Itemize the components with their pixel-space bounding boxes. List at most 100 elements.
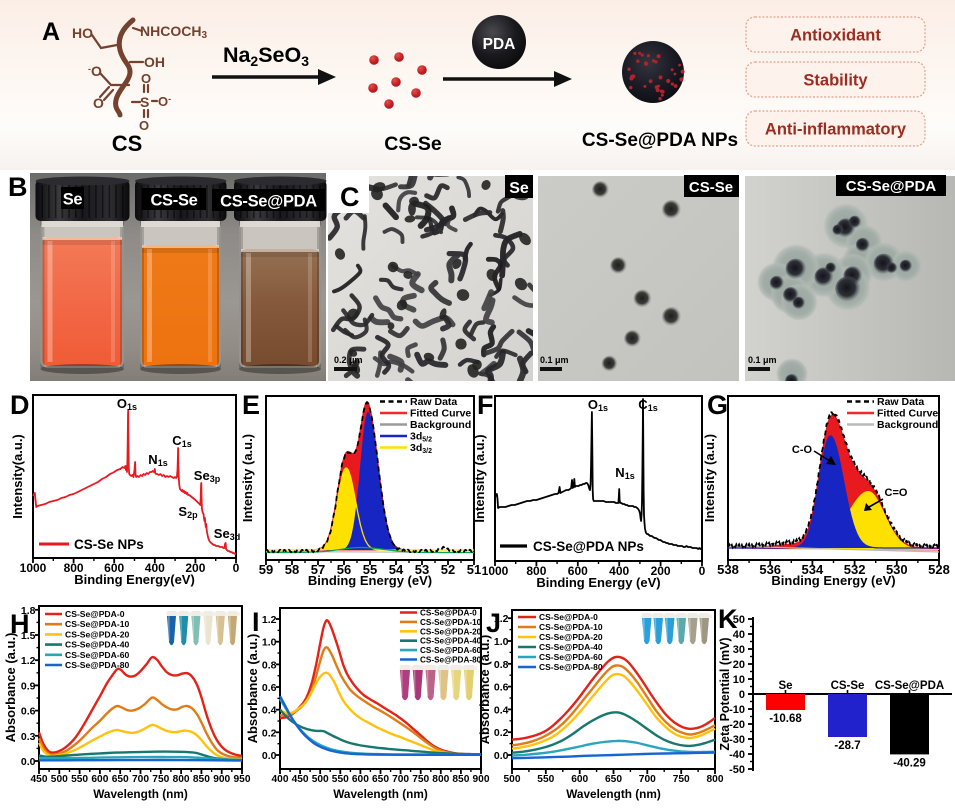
svg-text:CS-Se NPs: CS-Se NPs — [74, 537, 144, 552]
svg-text:0.9: 0.9 — [21, 680, 36, 692]
svg-text:1.2: 1.2 — [494, 613, 509, 625]
svg-text:0.2 μm: 0.2 μm — [334, 355, 363, 365]
svg-text:Background: Background — [410, 419, 471, 431]
svg-text:Raw Data: Raw Data — [877, 396, 924, 408]
svg-text:0.1 μm: 0.1 μm — [540, 355, 569, 365]
svg-text:PDA: PDA — [483, 36, 516, 53]
svg-text:CS-Se@PDA-20: CS-Se@PDA-20 — [65, 629, 129, 639]
svg-text:Fitted Curve: Fitted Curve — [877, 408, 938, 420]
svg-text:700: 700 — [639, 774, 656, 785]
svg-text:10: 10 — [733, 674, 745, 686]
svg-text:600: 600 — [568, 564, 588, 578]
svg-text:CS-Se@PDA-80: CS-Se@PDA-80 — [420, 656, 482, 665]
svg-text:1.0: 1.0 — [494, 636, 509, 648]
svg-text:500: 500 — [51, 774, 68, 785]
svg-text:Fitted Curve: Fitted Curve — [410, 408, 471, 420]
svg-text:400: 400 — [145, 561, 165, 575]
svg-text:534: 534 — [802, 562, 824, 577]
svg-text:51: 51 — [467, 562, 481, 577]
svg-text:CS-Se@PDA-20: CS-Se@PDA-20 — [420, 627, 482, 636]
svg-text:550: 550 — [537, 774, 554, 785]
svg-text:CS-Se@PDA-0: CS-Se@PDA-0 — [65, 609, 125, 619]
svg-text:-10.68: -10.68 — [769, 713, 802, 725]
svg-text:Wavelength (nm): Wavelength (nm) — [333, 787, 428, 801]
svg-text:0.4: 0.4 — [494, 704, 509, 716]
svg-text:Se: Se — [509, 180, 529, 197]
svg-text:J: J — [486, 608, 501, 638]
svg-text:650: 650 — [372, 774, 389, 785]
svg-text:650: 650 — [112, 774, 129, 785]
svg-text:40: 40 — [733, 629, 745, 641]
svg-text:CS-Se@PDA-0: CS-Se@PDA-0 — [420, 609, 477, 618]
svg-text:CS-Se@PDA-40: CS-Se@PDA-40 — [539, 642, 603, 652]
svg-text:200: 200 — [651, 564, 671, 578]
svg-text:CS-Se@PDA-60: CS-Se@PDA-60 — [420, 646, 482, 655]
svg-text:-O: -O — [88, 63, 102, 79]
svg-text:0.0: 0.0 — [494, 750, 509, 762]
svg-text:Binding Energy (eV): Binding Energy (eV) — [308, 573, 432, 588]
svg-text:CS-Se@PDA: CS-Se@PDA — [220, 193, 317, 211]
svg-text:0: 0 — [699, 564, 706, 578]
svg-text:-10: -10 — [729, 704, 745, 716]
svg-text:0.8: 0.8 — [262, 659, 277, 671]
svg-text:Absorbance (a.u.): Absorbance (a.u.) — [245, 634, 260, 744]
svg-text:CS-Se@PDA-10: CS-Se@PDA-10 — [420, 618, 482, 627]
svg-text:Zeta Potential (mV): Zeta Potential (mV) — [718, 637, 732, 750]
svg-text:-30: -30 — [729, 734, 745, 746]
svg-text:CS-Se@PDA-10: CS-Se@PDA-10 — [65, 619, 129, 629]
svg-text:CS-Se: CS-Se — [384, 133, 442, 155]
svg-text:450: 450 — [31, 774, 48, 785]
svg-text:1.2: 1.2 — [262, 614, 277, 626]
svg-text:1000: 1000 — [20, 561, 47, 575]
svg-text:0.2: 0.2 — [262, 727, 277, 739]
svg-text:C-O: C-O — [792, 444, 813, 456]
svg-text:-40.29: -40.29 — [893, 757, 926, 769]
svg-text:800: 800 — [526, 564, 546, 578]
svg-text:400: 400 — [272, 774, 289, 785]
svg-text:Absorbance (a.u.): Absorbance (a.u.) — [3, 633, 18, 743]
svg-text:CS-Se@PDA-60: CS-Se@PDA-60 — [539, 652, 603, 662]
svg-text:0.6: 0.6 — [262, 682, 277, 694]
svg-text:0.4: 0.4 — [262, 705, 277, 717]
svg-text:1000: 1000 — [482, 564, 509, 578]
svg-text:52: 52 — [441, 562, 455, 577]
svg-text:0.3: 0.3 — [21, 731, 36, 743]
svg-text:55: 55 — [363, 562, 377, 577]
svg-text:600: 600 — [91, 774, 108, 785]
svg-text:CS-Se@PDA: CS-Se@PDA — [846, 178, 937, 195]
svg-text:538: 538 — [717, 562, 739, 577]
svg-text:OH: OH — [144, 54, 165, 70]
svg-text:600: 600 — [104, 561, 124, 575]
svg-text:S: S — [140, 94, 149, 110]
svg-text:900: 900 — [473, 774, 490, 785]
svg-text:I: I — [252, 607, 260, 637]
svg-text:450: 450 — [292, 774, 309, 785]
svg-text:Background: Background — [877, 419, 938, 431]
svg-text:850: 850 — [452, 774, 469, 785]
svg-text:53: 53 — [415, 562, 429, 577]
svg-text:Wavelength (nm): Wavelength (nm) — [93, 787, 188, 801]
svg-text:0.6: 0.6 — [494, 682, 509, 694]
svg-text:A: A — [42, 18, 60, 46]
svg-text:Binding Energy (eV): Binding Energy (eV) — [536, 575, 660, 590]
svg-text:Intensity (a.u.): Intensity (a.u.) — [472, 434, 487, 522]
svg-text:NHCOCH3: NHCOCH3 — [140, 23, 207, 41]
svg-text:Intensity (a.u.): Intensity (a.u.) — [240, 434, 255, 522]
svg-text:C=O: C=O — [885, 487, 908, 499]
svg-text:Na2SeO3: Na2SeO3 — [223, 43, 309, 69]
svg-text:E: E — [242, 390, 260, 420]
svg-text:0.0: 0.0 — [262, 750, 277, 762]
svg-text:-50: -50 — [729, 764, 745, 776]
svg-text:1.5: 1.5 — [21, 630, 36, 642]
svg-text:0.8: 0.8 — [494, 659, 509, 671]
svg-text:CS-Se@PDA-0: CS-Se@PDA-0 — [539, 612, 598, 622]
svg-text:1.8: 1.8 — [21, 605, 36, 617]
svg-text:CS-Se: CS-Se — [689, 179, 733, 196]
svg-text:CS: CS — [112, 131, 143, 156]
svg-text:600: 600 — [571, 774, 588, 785]
svg-text:O: O — [139, 118, 149, 133]
svg-text:950: 950 — [234, 774, 251, 785]
svg-text:CS-Se@PDA-60: CS-Se@PDA-60 — [65, 650, 129, 660]
svg-text:Stability: Stability — [803, 72, 868, 90]
svg-text:Se: Se — [778, 680, 792, 692]
